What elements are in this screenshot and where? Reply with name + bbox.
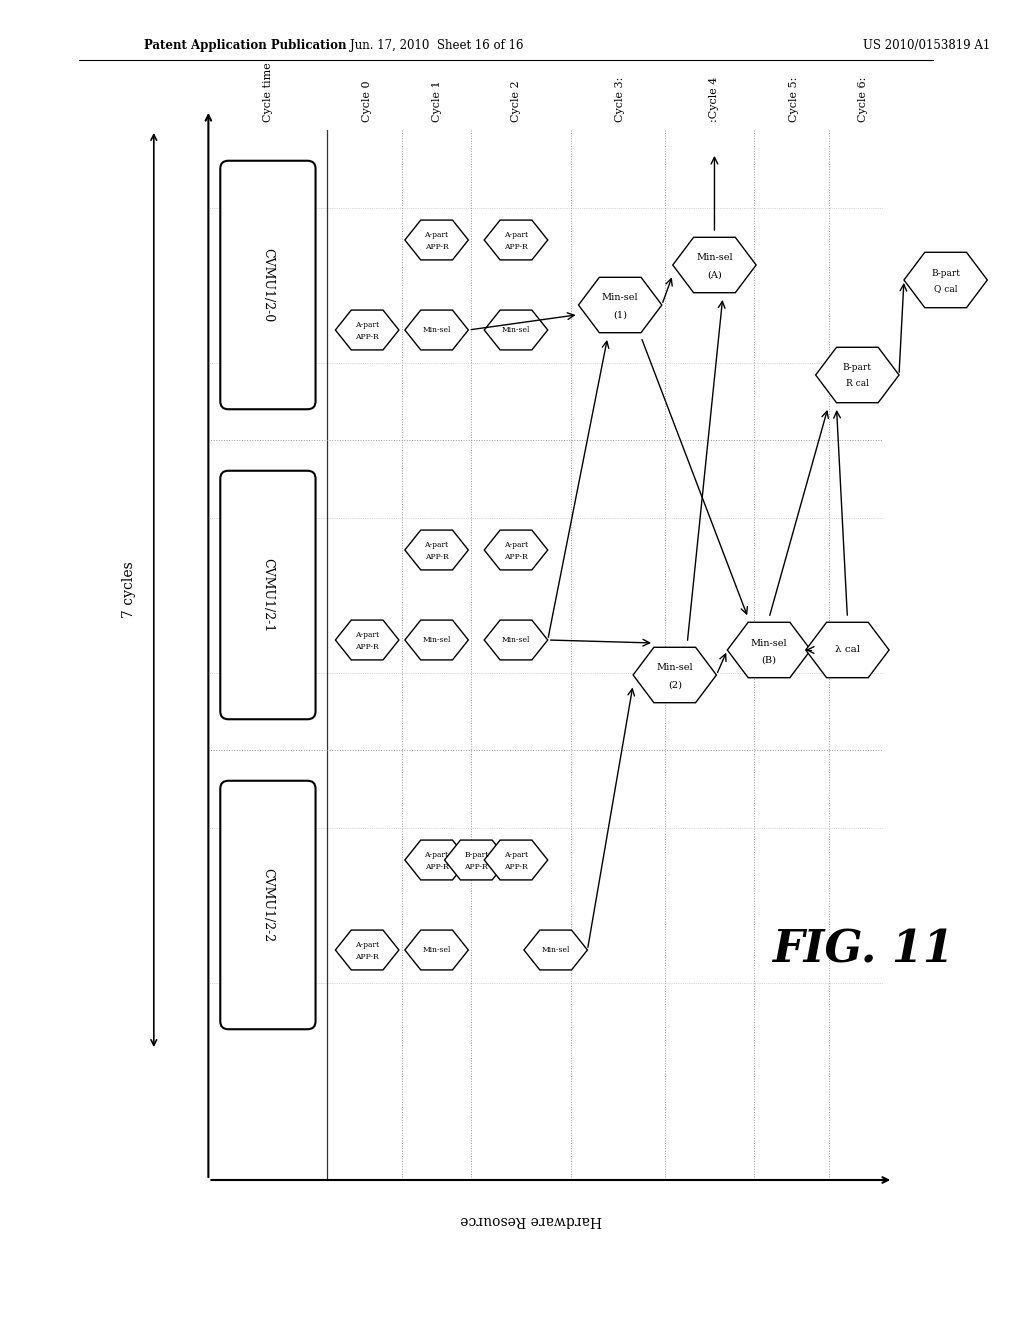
Text: Cycle 3:: Cycle 3: [615, 77, 626, 121]
Text: A-part: A-part [504, 541, 528, 549]
Text: Hardware Resource: Hardware Resource [460, 1213, 602, 1228]
Polygon shape [579, 277, 662, 333]
Text: Cycle 6:: Cycle 6: [858, 77, 868, 121]
FancyBboxPatch shape [220, 161, 315, 409]
Text: Cycle 1: Cycle 1 [431, 81, 441, 121]
Polygon shape [806, 622, 889, 677]
Text: Cycle time: Cycle time [263, 62, 273, 121]
Text: Cycle 0: Cycle 0 [362, 81, 372, 121]
Text: Min-sel: Min-sel [751, 639, 787, 648]
Polygon shape [673, 238, 756, 293]
Polygon shape [336, 310, 399, 350]
Polygon shape [727, 622, 811, 677]
Text: APP-R: APP-R [355, 333, 379, 341]
Text: Min-sel: Min-sel [423, 946, 451, 954]
Text: CVMU1/2-1: CVMU1/2-1 [261, 558, 274, 632]
FancyBboxPatch shape [220, 471, 315, 719]
Text: B-part: B-part [464, 851, 488, 859]
Text: APP-R: APP-R [425, 553, 449, 561]
Text: :Cycle 4: :Cycle 4 [710, 77, 720, 121]
Polygon shape [404, 620, 468, 660]
Text: Min-sel: Min-sel [423, 326, 451, 334]
Text: Q cal: Q cal [934, 285, 957, 293]
Text: APP-R: APP-R [355, 643, 379, 651]
Polygon shape [336, 620, 399, 660]
Text: APP-R: APP-R [504, 243, 527, 251]
Polygon shape [404, 531, 468, 570]
FancyBboxPatch shape [220, 780, 315, 1030]
Polygon shape [484, 531, 548, 570]
Polygon shape [484, 620, 548, 660]
Polygon shape [484, 310, 548, 350]
Polygon shape [336, 931, 399, 970]
Text: R cal: R cal [846, 380, 868, 388]
Text: B-part: B-part [931, 268, 961, 277]
Polygon shape [404, 220, 468, 260]
Text: (1): (1) [613, 310, 627, 319]
Text: Min-sel: Min-sel [696, 253, 733, 263]
Text: 7 cycles: 7 cycles [122, 561, 136, 618]
Text: Min-sel: Min-sel [542, 946, 570, 954]
Polygon shape [404, 310, 468, 350]
Polygon shape [404, 931, 468, 970]
Text: A-part: A-part [425, 541, 449, 549]
Text: Cycle 5:: Cycle 5: [788, 77, 799, 121]
Text: US 2010/0153819 A1: US 2010/0153819 A1 [863, 38, 990, 51]
Polygon shape [444, 840, 508, 880]
Text: APP-R: APP-R [425, 863, 449, 871]
Text: λ cal: λ cal [835, 645, 860, 655]
Text: (2): (2) [668, 681, 682, 689]
Text: (B): (B) [762, 656, 776, 664]
Text: Cycle 2: Cycle 2 [511, 81, 521, 121]
Polygon shape [633, 647, 717, 702]
Text: CVMU1/2-0: CVMU1/2-0 [261, 248, 274, 322]
Text: Jun. 17, 2010  Sheet 16 of 16: Jun. 17, 2010 Sheet 16 of 16 [350, 38, 523, 51]
Text: A-part: A-part [355, 631, 379, 639]
Text: A-part: A-part [425, 231, 449, 239]
Text: Min-sel: Min-sel [502, 326, 530, 334]
Text: A-part: A-part [425, 851, 449, 859]
Polygon shape [816, 347, 899, 403]
Polygon shape [404, 840, 468, 880]
Text: A-part: A-part [355, 321, 379, 329]
Text: A-part: A-part [504, 231, 528, 239]
Text: CVMU1/2-2: CVMU1/2-2 [261, 869, 274, 942]
Polygon shape [904, 252, 987, 308]
Polygon shape [484, 840, 548, 880]
Text: APP-R: APP-R [355, 953, 379, 961]
Polygon shape [484, 220, 548, 260]
Polygon shape [524, 931, 588, 970]
Text: A-part: A-part [355, 941, 379, 949]
Text: A-part: A-part [504, 851, 528, 859]
Text: APP-R: APP-R [425, 243, 449, 251]
Text: B-part: B-part [843, 363, 871, 372]
Text: (A): (A) [707, 271, 722, 280]
Text: Patent Application Publication: Patent Application Publication [144, 38, 346, 51]
Text: APP-R: APP-R [504, 863, 527, 871]
Text: Min-sel: Min-sel [502, 636, 530, 644]
Text: APP-R: APP-R [504, 553, 527, 561]
Text: Min-sel: Min-sel [602, 293, 639, 302]
Text: Min-sel: Min-sel [423, 636, 451, 644]
Text: Min-sel: Min-sel [656, 664, 693, 672]
Text: FIG. 11: FIG. 11 [772, 928, 954, 972]
Text: APP-R: APP-R [465, 863, 488, 871]
